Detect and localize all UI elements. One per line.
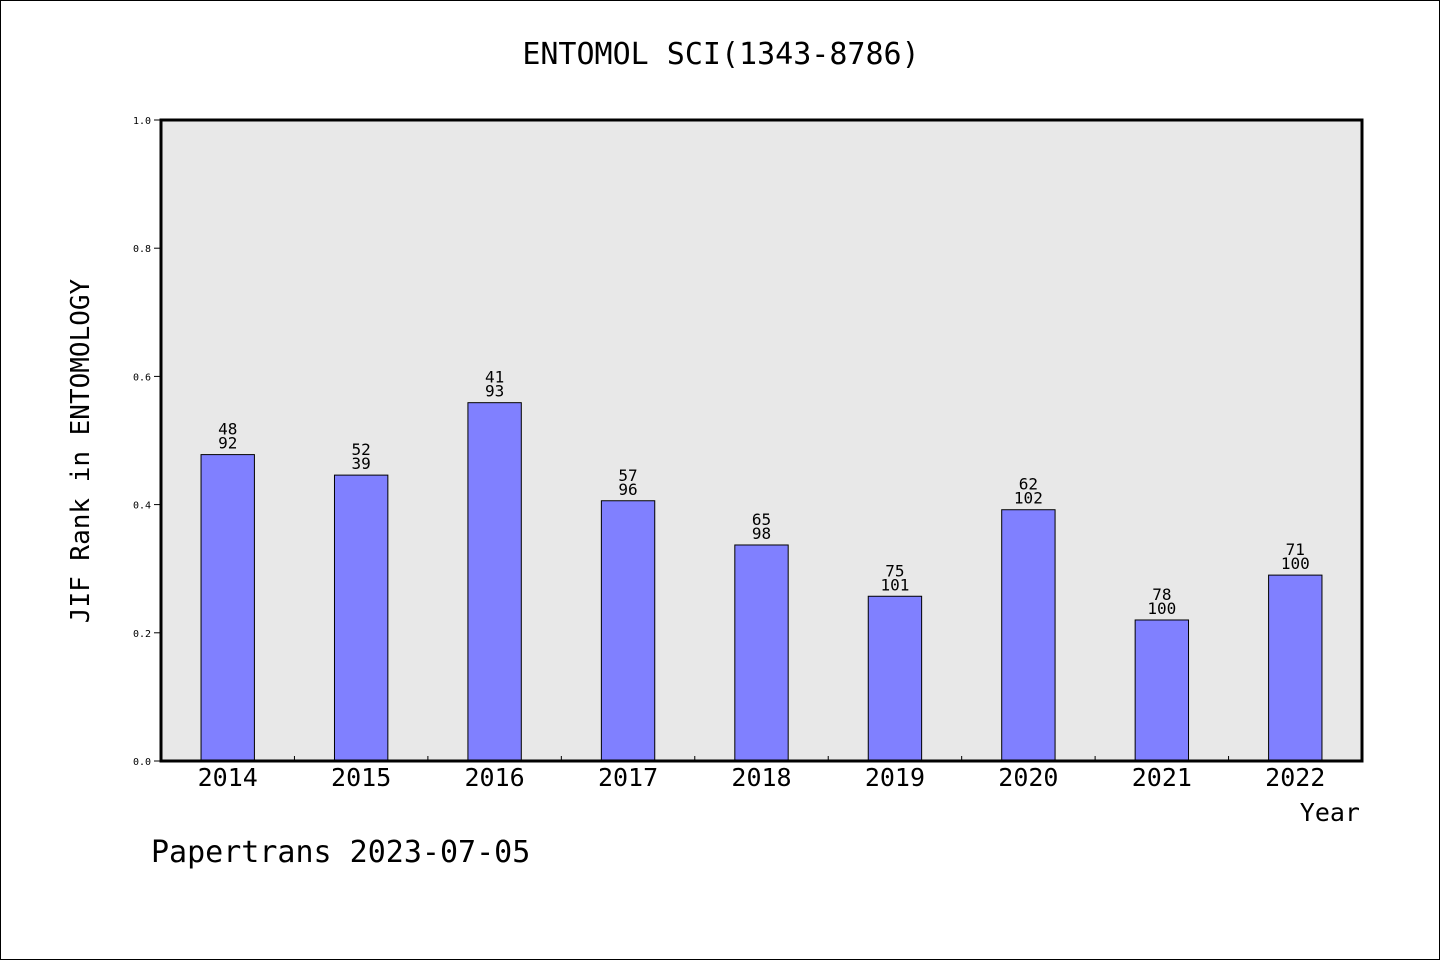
- chart-title: ENTOMOL SCI(1343-8786): [522, 37, 920, 72]
- bar: [467, 402, 522, 762]
- bar: [200, 454, 255, 762]
- bar-total-label: 98: [752, 524, 771, 543]
- y-tick-label: 0.2: [133, 629, 151, 640]
- x-tick-label: 2016: [465, 763, 525, 792]
- y-tick-label: 0.8: [133, 244, 151, 255]
- bar-total-label: 92: [218, 434, 237, 453]
- bar-total-label: 100: [1147, 599, 1176, 618]
- x-tick-label: 2019: [865, 763, 925, 792]
- bar: [867, 595, 923, 762]
- y-tick-label: 0.4: [133, 501, 151, 512]
- bar-rank-label: 65: [752, 510, 771, 529]
- bar-rank-label: 48: [218, 420, 237, 439]
- bar-total-label: 100: [1281, 554, 1310, 573]
- plot-frame: [159, 118, 1364, 763]
- x-tick-label: 2022: [1265, 763, 1325, 792]
- bar-total-label: 93: [485, 382, 504, 401]
- bar: [734, 544, 789, 762]
- x-tick-label: 2018: [731, 763, 791, 792]
- bar: [1268, 574, 1323, 762]
- x-tick-label: 2021: [1132, 763, 1192, 792]
- x-tick-label: 2015: [331, 763, 391, 792]
- bar-total-label: 96: [618, 480, 637, 499]
- x-tick-label: 2014: [198, 763, 258, 792]
- x-tick-label: 2020: [998, 763, 1058, 792]
- x-axis-label: Year: [1300, 798, 1360, 827]
- y-tick-label: 1.0: [133, 116, 151, 127]
- bar: [1134, 619, 1190, 762]
- bar-total-label: 39: [352, 454, 371, 473]
- x-tick-label: 2017: [598, 763, 658, 792]
- y-tick-label: 0.0: [133, 757, 151, 768]
- y-tick-label: 0.6: [133, 372, 151, 383]
- bar: [600, 500, 656, 762]
- bar-rank-label: 62: [1019, 475, 1038, 494]
- bar-rank-label: 52: [352, 440, 371, 459]
- bar-rank-label: 71: [1286, 540, 1305, 559]
- bar-rank-label: 57: [618, 466, 637, 485]
- footer-credit: Papertrans 2023-07-05: [151, 835, 531, 870]
- bar: [1001, 509, 1056, 762]
- bar-rank-label: 41: [485, 368, 504, 387]
- bar-rank-label: 78: [1152, 585, 1171, 604]
- bar-total-label: 102: [1014, 489, 1043, 508]
- bar-total-label: 101: [880, 575, 909, 594]
- bar: [333, 474, 389, 762]
- bar-rank-label: 75: [885, 561, 904, 580]
